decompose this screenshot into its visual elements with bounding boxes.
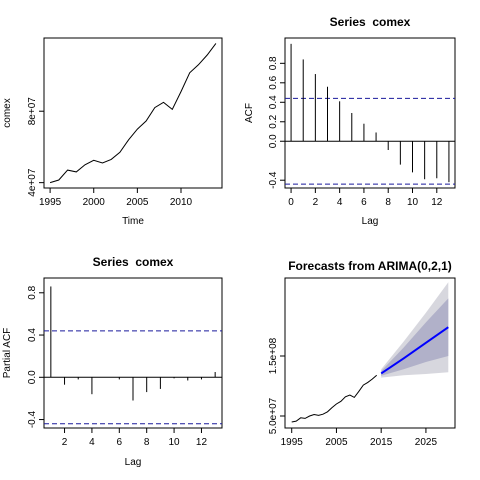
history-line <box>291 374 378 423</box>
series-line <box>49 43 217 184</box>
axis-ticks: 2 4 6 8 10 12 -0.4 0.0 0.4 0.8 <box>27 285 207 448</box>
x-tick-label: 1995 <box>281 437 304 448</box>
plot-frame <box>284 37 456 189</box>
panel-pacf: 2 4 6 8 10 12 -0.4 0.0 0.4 0.8 Series comex Lag P… <box>2 255 223 468</box>
forecast-line <box>380 326 449 375</box>
x-tick-label: 8 <box>385 197 391 208</box>
axis-ticks: 1995 2005 2015 2025 5.0e+07 1.5e+08 <box>268 337 437 448</box>
x-tick-label: 2005 <box>126 197 149 208</box>
x-tick-label: 12 <box>196 437 208 448</box>
x-tick-label: 12 <box>431 197 443 208</box>
axis-ticks: 0 2 4 6 8 10 12 -0.4 0.0 0.2 0.4 0.6 0.8 <box>268 56 443 208</box>
y-axis-label: ACF <box>244 103 255 123</box>
x-tick-label: 4 <box>337 197 343 208</box>
prediction-interval-80 <box>381 298 449 376</box>
acf-bars <box>285 43 455 185</box>
panel-forecast: 1995 2005 2015 2025 5.0e+07 1.5e+08 Forecasts… <box>268 259 456 448</box>
y-tick-label: 8e+07 <box>27 97 38 126</box>
x-tick-label: 2 <box>62 437 68 448</box>
plot-frame <box>43 277 223 429</box>
x-tick-label: 0 <box>288 197 294 208</box>
x-tick-label: 10 <box>407 197 419 208</box>
chart-title: Series comex <box>330 15 411 29</box>
y-tick-label: 1.5e+08 <box>268 337 279 374</box>
x-tick-label: 10 <box>169 437 181 448</box>
x-tick-label: 2010 <box>170 197 193 208</box>
chart-title: Forecasts from ARIMA(0,2,1) <box>288 259 452 273</box>
y-tick-label: 0.0 <box>268 134 279 148</box>
y-tick-label: 0.2 <box>268 114 279 128</box>
panel-acf: 0 2 4 6 8 10 12 -0.4 0.0 0.2 0.4 0.6 0.8 Series come… <box>244 15 456 227</box>
panel-comex-series: 1995 2000 2005 2010 4e+07 8e+07 Time comex <box>2 37 223 227</box>
y-tick-label: 0.8 <box>27 285 38 299</box>
y-tick-label: -0.4 <box>27 410 38 428</box>
y-tick-label: 5.0e+07 <box>268 397 279 434</box>
plot-frame <box>284 277 456 429</box>
plot-frame <box>43 37 223 189</box>
x-tick-label: 2 <box>313 197 319 208</box>
y-axis-label: comex <box>2 98 13 127</box>
y-tick-label: 0.8 <box>268 56 279 70</box>
x-tick-label: 2025 <box>415 437 438 448</box>
x-axis-label: Time <box>122 216 144 227</box>
y-tick-label: 0.4 <box>268 95 279 109</box>
y-tick-label: 4e+07 <box>27 168 38 197</box>
x-tick-label: 1995 <box>39 197 62 208</box>
chart-title: Series comex <box>93 255 174 269</box>
pacf-bars <box>44 286 222 425</box>
x-tick-label: 6 <box>117 437 123 448</box>
x-axis-label: Lag <box>125 457 142 468</box>
x-tick-label: 4 <box>89 437 95 448</box>
x-tick-label: 6 <box>361 197 367 208</box>
x-tick-label: 2015 <box>370 437 393 448</box>
y-axis-label: Partial ACF <box>2 328 13 379</box>
x-tick-label: 2000 <box>83 197 106 208</box>
axis-ticks: 1995 2000 2005 2010 4e+07 8e+07 <box>27 97 193 208</box>
x-tick-label: 2005 <box>325 437 348 448</box>
x-axis-label: Lag <box>362 216 379 227</box>
y-tick-label: 0.4 <box>27 328 38 342</box>
y-tick-label: 0.0 <box>27 370 38 384</box>
x-tick-label: 8 <box>144 437 150 448</box>
y-tick-label: -0.4 <box>268 171 279 189</box>
y-tick-label: 0.6 <box>268 75 279 89</box>
